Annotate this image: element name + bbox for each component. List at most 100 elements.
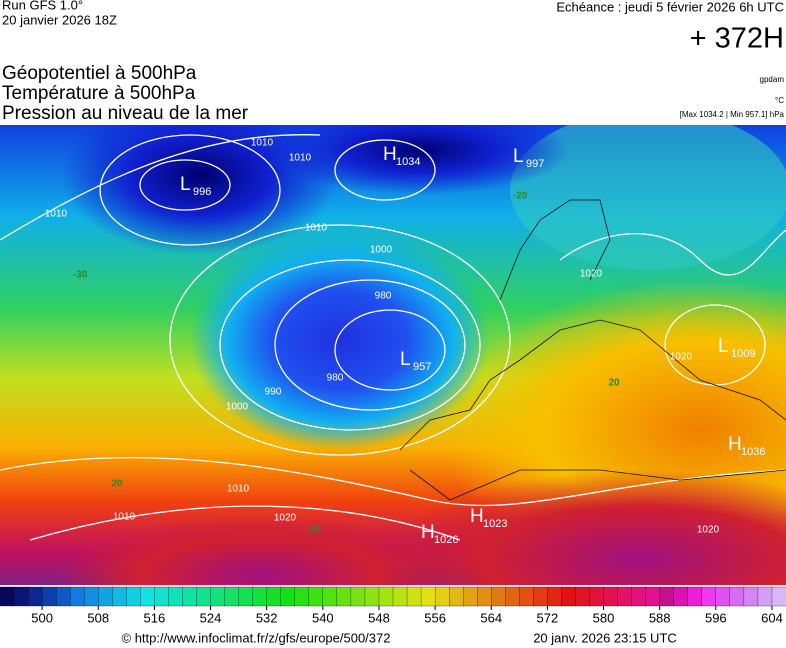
colorbar-label: 596 — [705, 610, 727, 625]
isotherm-label: -20 — [513, 191, 528, 202]
layer: Pression au niveau de la mer — [2, 103, 249, 124]
colorbar-swatch — [701, 586, 717, 607]
isobar-label: 1000 — [226, 402, 249, 413]
center-kind: H — [728, 434, 742, 455]
colorbar-swatch — [434, 586, 450, 607]
colorbar-swatch — [98, 586, 113, 607]
unit: gpdam — [760, 75, 785, 84]
colorbar-swatch — [547, 586, 563, 607]
map — [0, 125, 786, 585]
coastlines — [399, 199, 786, 501]
echeance: Echéance : jeudi 5 février 2026 6h UTC — [556, 0, 784, 14]
colorbar-swatch — [505, 586, 520, 607]
center-value: 1009 — [731, 348, 755, 360]
center-kind: H — [383, 144, 397, 165]
colorbar-swatch — [126, 586, 142, 607]
isobar-label: 1020 — [697, 525, 720, 536]
colorbar-swatch — [771, 586, 786, 607]
center-kind: H — [421, 522, 435, 543]
colorbar-label: 508 — [87, 610, 109, 625]
isobar-label: 1010 — [113, 512, 136, 523]
isobar-label: 980 — [375, 291, 392, 302]
colorbar-swatch — [13, 586, 29, 607]
isotherm-label: -10 — [306, 525, 321, 536]
colorbar-swatch — [112, 586, 127, 607]
isobar-label: 1010 — [45, 209, 68, 220]
colorbar-swatch — [266, 586, 282, 607]
colorbar-swatch — [196, 586, 212, 607]
colorbar-swatch — [757, 586, 773, 607]
center-value: 1034 — [396, 156, 420, 168]
colorbar-swatch — [55, 586, 71, 607]
colorbar-swatch — [210, 586, 226, 607]
center-kind: L — [180, 174, 191, 195]
colorbar-label: 540 — [312, 610, 334, 625]
colorbar-swatch — [729, 586, 745, 607]
colorbar-swatch — [238, 586, 254, 607]
colorbar-swatch — [336, 586, 352, 607]
center-value: 957 — [413, 361, 431, 373]
isotherm-label: -30 — [73, 270, 88, 281]
colorbar-label: 564 — [480, 610, 502, 625]
colorbar-swatch — [308, 586, 324, 607]
footer-date: 20 janv. 2026 23:15 UTC — [533, 630, 677, 645]
colorbar-swatch — [280, 586, 296, 607]
colorbar-swatch — [70, 586, 85, 607]
layer: Géopotentiel à 500hPa — [2, 63, 197, 84]
colorbar-swatch — [617, 586, 633, 607]
isobar-label: 1020 — [580, 269, 603, 280]
colorbar-swatch — [294, 586, 310, 607]
colorbar-label: 524 — [200, 610, 222, 625]
isobar-label: 1020 — [670, 352, 693, 363]
colorbar-swatch — [533, 586, 549, 607]
center-value: 1036 — [741, 446, 765, 458]
colorbar-label: 548 — [368, 610, 390, 625]
colorbar-swatch — [420, 586, 436, 607]
center-kind: L — [718, 336, 729, 357]
colorbar-swatch — [715, 586, 731, 607]
colorbar: 500 508 516 524 532 540 548 556 564 572 580 588 596 6… — [0, 586, 786, 625]
colorbar-label: 500 — [31, 610, 53, 625]
isotherm-label: 20 — [608, 378, 620, 389]
colorbar-swatch — [659, 586, 675, 607]
colorbar-swatch — [41, 586, 57, 607]
colorbar-label: 532 — [256, 610, 278, 625]
colorbar-swatch — [406, 586, 422, 607]
colorbar-swatch — [0, 586, 15, 607]
colorbar-swatch — [140, 586, 156, 607]
colorbar-label: 588 — [649, 610, 671, 625]
colorbar-swatch — [631, 586, 647, 607]
isobar-label: 1000 — [370, 245, 393, 256]
isobar-label: 980 — [327, 373, 344, 384]
colorbar-swatch — [491, 586, 506, 607]
center-kind: L — [513, 146, 524, 167]
isobar-label: 1020 — [274, 513, 297, 524]
layer: Température à 500hPa — [2, 83, 196, 104]
unit: °C — [775, 96, 784, 105]
center-value: 996 — [193, 186, 211, 198]
center-kind: L — [400, 349, 411, 370]
center-value: 997 — [526, 158, 544, 170]
isobar-label: 1010 — [289, 153, 312, 164]
colorbar-label: 556 — [424, 610, 446, 625]
colorbar-swatch — [27, 586, 43, 607]
unit: [Max 1034.2 | Min 957.1] hPa — [680, 110, 785, 119]
colorbar-swatch — [645, 586, 661, 607]
isotherm-label: 20 — [111, 479, 123, 490]
colorbar-swatch — [448, 586, 464, 607]
colorbar-swatch — [350, 586, 366, 607]
colorbar-swatch — [84, 586, 99, 607]
source-url: © http://www.infoclimat.fr/z/gfs/europe/… — [122, 630, 391, 645]
colorbar-swatch — [168, 586, 184, 607]
isobar-label: 990 — [265, 387, 282, 398]
colorbar-swatch — [477, 586, 492, 607]
isobar-label: 1010 — [305, 223, 328, 234]
run: Run GFS 1.0° — [2, 0, 83, 12]
colorbar-swatch — [575, 586, 591, 607]
colorbar-swatch — [154, 586, 170, 607]
colorbar-swatch — [364, 586, 380, 607]
colorbar-swatch — [687, 586, 703, 607]
colorbar-swatch — [378, 586, 394, 607]
center-value: 1023 — [483, 518, 507, 530]
